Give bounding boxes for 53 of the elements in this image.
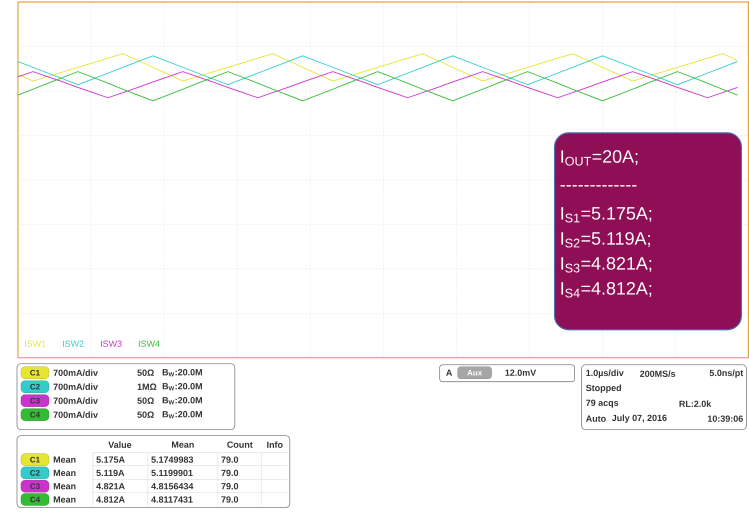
annotation: I$_{S2}$=5.119A; xyxy=(561,232,650,248)
text: RL:2.0k xyxy=(679,400,712,408)
text: Mean xyxy=(172,442,194,448)
text: Stopped xyxy=(586,384,621,394)
annotation: I$_{S1}$=5.175A; xyxy=(561,207,652,223)
text: 79.0 xyxy=(221,470,238,476)
text: 4.821A xyxy=(96,483,125,490)
text: 5.119A xyxy=(96,470,124,476)
text: Mean xyxy=(54,483,76,490)
text: 5.1749983 xyxy=(151,456,194,464)
text: 4.8117431 xyxy=(151,496,193,503)
text: Mean xyxy=(54,456,76,463)
annotation: I$_{S3}$=4.821A; xyxy=(561,257,652,273)
text: 1.0µs/div xyxy=(586,370,624,378)
annotation: I$_{OUT}$=20A; xyxy=(561,150,638,166)
text: B$_{W}$:20.0M xyxy=(162,397,202,405)
text: B$_{W}$:20.0M xyxy=(162,369,202,377)
text: Count xyxy=(227,442,253,448)
text: 200MS/s xyxy=(640,370,676,378)
text: Info xyxy=(267,442,283,448)
text: Auto xyxy=(586,416,606,422)
text: Mean xyxy=(54,496,76,503)
text: July 07, 2016 xyxy=(612,414,667,424)
text: A xyxy=(446,370,452,376)
text: 4.8156434 xyxy=(151,483,194,490)
text: 50Ω xyxy=(137,412,154,418)
text: B$_{W}$:20.0M xyxy=(162,383,202,391)
text: ISW4 xyxy=(138,340,160,348)
text: 700mA/div xyxy=(54,370,98,376)
text: 79.0 xyxy=(221,483,238,490)
annotation: ------------- xyxy=(560,185,637,187)
text: 1MΩ xyxy=(138,384,156,390)
text: Mean xyxy=(54,470,76,476)
text: 50Ω xyxy=(137,370,154,376)
text: B$_{W}$:20.0M xyxy=(162,411,202,419)
text: 700mA/div xyxy=(54,412,98,418)
text: 50Ω xyxy=(137,398,154,404)
text: 79.0 xyxy=(221,496,238,503)
text: 5.175A xyxy=(96,456,125,463)
text: 79 acqs xyxy=(586,400,618,408)
text: ISW2 xyxy=(62,340,84,348)
text: ISW1 xyxy=(25,340,46,348)
text: 5.1199901 xyxy=(151,470,193,476)
text: 5.0ns/pt xyxy=(710,370,744,378)
text: 700mA/div xyxy=(54,398,98,404)
text: 10:39:06 xyxy=(708,416,743,422)
text: Value xyxy=(108,442,132,448)
text: 12.0mV xyxy=(505,370,536,376)
text: ISW3 xyxy=(100,340,122,348)
text: 4.812A xyxy=(96,496,125,503)
text: 79.0 xyxy=(221,456,238,464)
annotation: I$_{S4}$=4.812A; xyxy=(561,282,652,298)
text: 700mA/div xyxy=(54,384,98,390)
